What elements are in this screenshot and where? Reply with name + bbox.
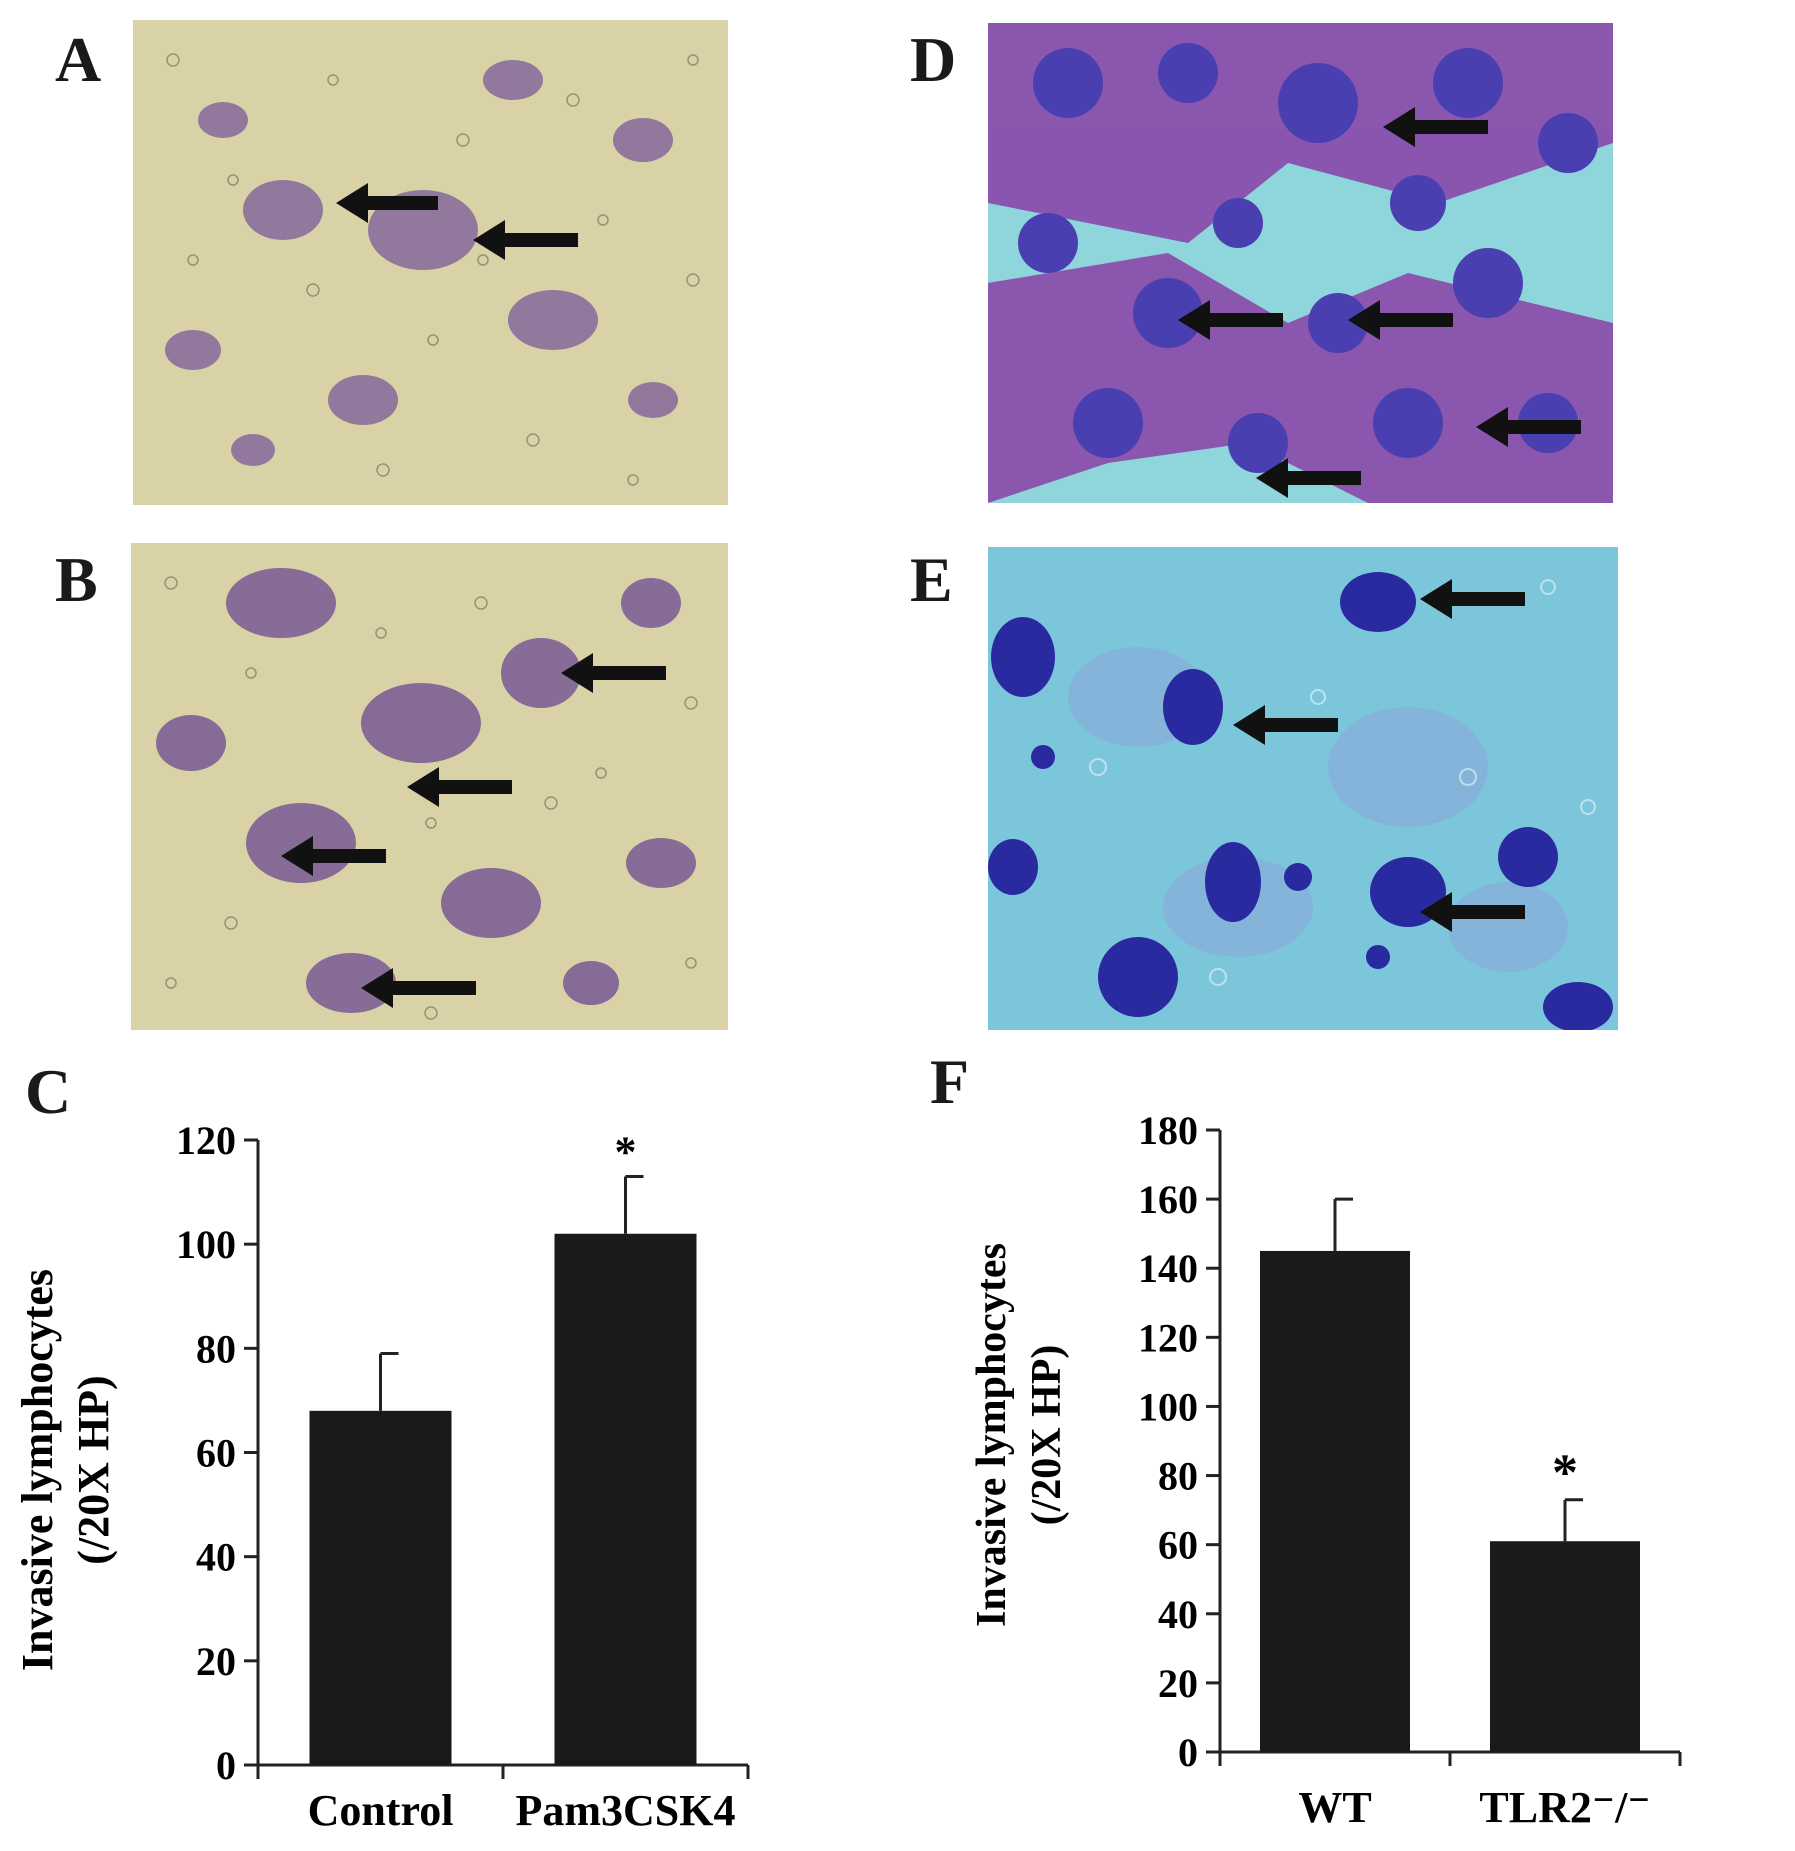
panel-label-f: F (930, 1046, 970, 1117)
chart-c: Invasive lymphocytes (/20X HP) 0 20 40 60 80… (0, 1095, 760, 1845)
chart-c-significance-star: * (615, 1127, 637, 1176)
chart-c-svg: Invasive lymphocytes (/20X HP) 0 20 40 60 80… (13, 1118, 750, 1835)
chart-f-ytick-label: 140 (1138, 1246, 1198, 1291)
panel-label-c: C (25, 1056, 72, 1127)
chart-f-ytick-label: 80 (1158, 1454, 1198, 1499)
chart-c-category-label: Pam3CSK4 (516, 1786, 736, 1835)
chart-c-ytick-label: 80 (196, 1326, 236, 1371)
panel-label-a: A (55, 24, 102, 95)
chart-f-significance-star: * (1552, 1445, 1578, 1502)
micrograph-b-image (131, 543, 728, 1030)
chart-f-ytick-label: 60 (1158, 1523, 1198, 1568)
chart-f-svg: Invasive lymphocytes (/20X HP) 0 20 40 60 80… (969, 1108, 1682, 1832)
chart-c-ytick-label: 20 (196, 1639, 236, 1684)
chart-f-ytick-label: 160 (1138, 1177, 1198, 1222)
chart-f-ylabel-line2: (/20X HP) (1024, 1345, 1070, 1526)
micrograph-e (988, 547, 1618, 1030)
chart-c-ylabel-line1: Invasive lymphocytes (13, 1269, 62, 1671)
chart-f-ytick-label: 0 (1178, 1730, 1198, 1775)
chart-c-ytick-label: 100 (176, 1222, 236, 1267)
chart-c-ylabel-line2: (/20X HP) (69, 1375, 118, 1564)
panel-label-b: B (55, 544, 98, 615)
micrograph-d (988, 23, 1613, 503)
micrograph-b (131, 543, 728, 1030)
chart-f-ytick-label: 20 (1158, 1661, 1198, 1706)
chart-f-ytick-label: 180 (1138, 1108, 1198, 1153)
micrograph-a (133, 20, 728, 505)
chart-f-bar (1260, 1250, 1410, 1752)
chart-c-bar (309, 1410, 452, 1765)
chart-f: Invasive lymphocytes (/20X HP) 0 20 40 60 80… (960, 1080, 1790, 1846)
chart-f-bar (1490, 1541, 1640, 1752)
chart-c-category-label: Control (308, 1786, 454, 1835)
panel-label-e: E (910, 544, 953, 615)
micrograph-e-image (988, 547, 1618, 1030)
chart-f-ytick-label: 40 (1158, 1592, 1198, 1637)
chart-f-category-label: TLR2⁻/⁻ (1479, 1783, 1650, 1832)
chart-c-ytick-label: 120 (176, 1118, 236, 1163)
chart-f-ytick-label: 100 (1138, 1384, 1198, 1429)
chart-c-ytick-label: 0 (216, 1743, 236, 1788)
chart-f-ytick-label: 120 (1138, 1315, 1198, 1360)
chart-c-ytick-label: 60 (196, 1431, 236, 1476)
chart-f-ylabel-line1: Invasive lymphocytes (969, 1243, 1015, 1627)
panel-label-d: D (910, 24, 957, 95)
chart-c-ytick-label: 40 (196, 1535, 236, 1580)
micrograph-a-image (133, 20, 728, 505)
chart-c-bar (554, 1233, 697, 1765)
chart-f-category-label: WT (1298, 1783, 1371, 1832)
micrograph-d-image (988, 23, 1613, 503)
